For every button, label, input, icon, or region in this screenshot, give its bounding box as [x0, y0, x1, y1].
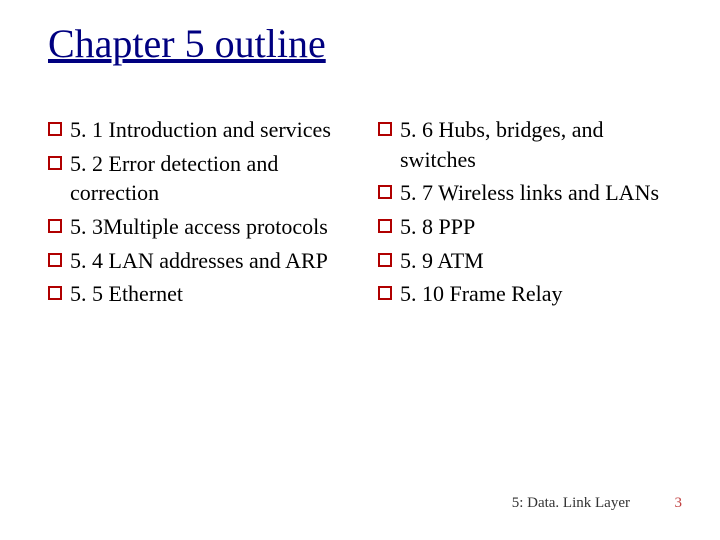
list-item-text: 5. 9 ATM	[400, 246, 678, 276]
square-bullet-icon	[48, 122, 62, 136]
content-area: 5. 1 Introduction and services 5. 2 Erro…	[48, 115, 688, 313]
list-item-text: 5. 5 Ethernet	[70, 279, 348, 309]
list-item-text: 5. 3Multiple access protocols	[70, 212, 348, 242]
list-item-text: 5. 6 Hubs, bridges, and switches	[400, 115, 678, 174]
square-bullet-icon	[48, 253, 62, 267]
square-bullet-icon	[378, 286, 392, 300]
list-item: 5. 2 Error detection and correction	[48, 149, 348, 208]
list-item-text: 5. 2 Error detection and correction	[70, 149, 348, 208]
list-item: 5. 1 Introduction and services	[48, 115, 348, 145]
list-item: 5. 6 Hubs, bridges, and switches	[378, 115, 678, 174]
square-bullet-icon	[378, 219, 392, 233]
list-item: 5. 4 LAN addresses and ARP	[48, 246, 348, 276]
list-item: 5. 7 Wireless links and LANs	[378, 178, 678, 208]
square-bullet-icon	[378, 122, 392, 136]
list-item: 5. 3Multiple access protocols	[48, 212, 348, 242]
right-column: 5. 6 Hubs, bridges, and switches 5. 7 Wi…	[378, 115, 678, 313]
footer-label: 5: Data. Link Layer	[512, 495, 630, 512]
list-item-text: 5. 1 Introduction and services	[70, 115, 348, 145]
list-item-text: 5. 10 Frame Relay	[400, 279, 678, 309]
list-item: 5. 9 ATM	[378, 246, 678, 276]
list-item: 5. 10 Frame Relay	[378, 279, 678, 309]
square-bullet-icon	[48, 219, 62, 233]
list-item: 5. 8 PPP	[378, 212, 678, 242]
slide-title: Chapter 5 outline	[48, 20, 326, 67]
list-item-text: 5. 7 Wireless links and LANs	[400, 178, 678, 208]
left-column: 5. 1 Introduction and services 5. 2 Erro…	[48, 115, 348, 313]
list-item-text: 5. 8 PPP	[400, 212, 678, 242]
list-item: 5. 5 Ethernet	[48, 279, 348, 309]
page-number: 3	[675, 495, 683, 512]
slide: Chapter 5 outline 5. 1 Introduction and …	[0, 0, 720, 540]
square-bullet-icon	[378, 253, 392, 267]
list-item-text: 5. 4 LAN addresses and ARP	[70, 246, 348, 276]
square-bullet-icon	[48, 156, 62, 170]
square-bullet-icon	[48, 286, 62, 300]
square-bullet-icon	[378, 185, 392, 199]
